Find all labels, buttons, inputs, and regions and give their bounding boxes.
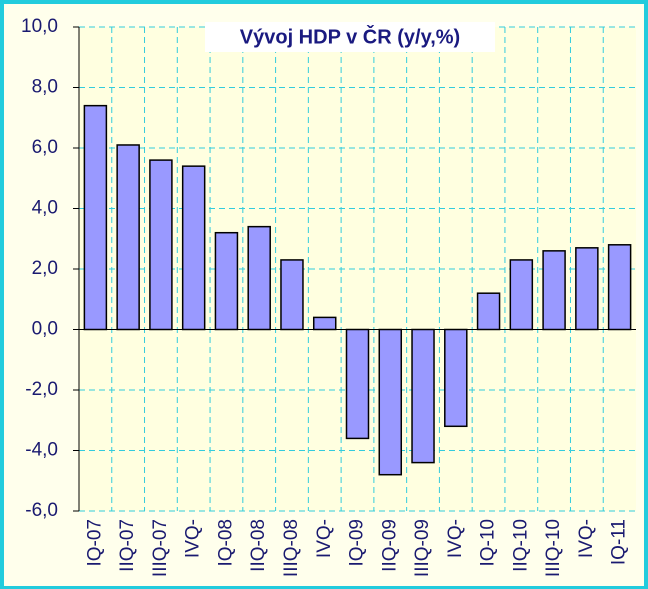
bar xyxy=(83,104,108,331)
bar xyxy=(149,159,173,331)
y-tick-label: -2,0 xyxy=(25,379,58,400)
x-tick-label: IQ-07 xyxy=(84,519,105,567)
y-tick-label: -4,0 xyxy=(25,440,58,461)
bars xyxy=(83,104,632,476)
x-tick-label: IQ-10 xyxy=(478,519,499,567)
x-tick-label: IIIQ-09 xyxy=(412,519,433,577)
bar xyxy=(312,316,337,331)
x-tick-label: IIIQ-07 xyxy=(150,519,171,577)
bar xyxy=(607,244,632,331)
x-tick-label: IQ-09 xyxy=(347,519,368,567)
x-tick-label: IIQ-07 xyxy=(117,519,138,572)
bar xyxy=(509,259,534,331)
y-tick-label: 10,0 xyxy=(21,16,58,37)
chart-title: Vývoj HDP v ČR (y/y,%) xyxy=(240,24,460,48)
bar xyxy=(214,231,239,331)
bar xyxy=(411,328,435,464)
y-tick-label: -6,0 xyxy=(25,500,58,521)
bar xyxy=(542,250,566,331)
y-tick-label: 8,0 xyxy=(32,77,58,98)
title-box xyxy=(205,22,495,52)
bar xyxy=(575,247,599,331)
y-tick-label: 0,0 xyxy=(32,319,58,340)
y-tick-label: 2,0 xyxy=(32,258,58,279)
x-tick-label: IQ-11 xyxy=(609,519,630,565)
x-tick-label: IIIQ-08 xyxy=(281,519,302,577)
y-tick-label: 4,0 xyxy=(32,198,58,219)
x-tick-label: IIIQ-10 xyxy=(543,519,564,577)
x-tick-label: IVQ- xyxy=(314,519,335,558)
bar xyxy=(247,225,271,331)
x-tick-label: IIQ-08 xyxy=(248,519,269,572)
x-tick-label: IIQ-09 xyxy=(379,519,400,572)
y-tick-label: 6,0 xyxy=(32,137,58,158)
x-tick-label: IVQ- xyxy=(183,519,204,558)
bar xyxy=(345,328,370,440)
x-tick-label: IVQ- xyxy=(445,519,466,558)
x-tick-label: IQ-08 xyxy=(215,519,236,567)
bar xyxy=(280,259,304,331)
bar xyxy=(116,144,140,331)
x-tick-label: IVQ- xyxy=(576,519,597,558)
x-tick-label: IIQ-10 xyxy=(510,519,531,572)
bar xyxy=(378,328,403,476)
bar xyxy=(181,165,206,331)
bar xyxy=(476,292,501,331)
bar xyxy=(444,328,468,428)
